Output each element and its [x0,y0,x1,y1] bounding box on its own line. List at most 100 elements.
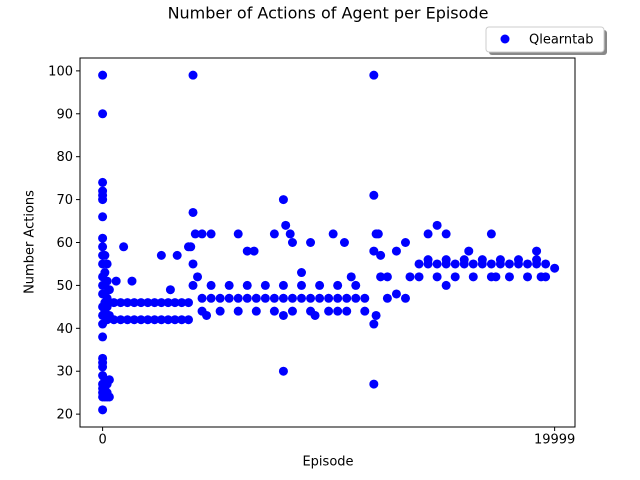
point [104,392,114,402]
point [513,255,523,265]
point [297,293,307,303]
point [351,280,361,290]
point [468,259,478,269]
point [143,315,153,325]
point [468,272,478,282]
point [183,298,193,308]
point [450,259,460,269]
point [111,276,121,286]
point [541,259,551,269]
point [269,229,279,239]
point [333,280,343,290]
y-tick-label: 80 [56,150,73,165]
point [98,242,108,252]
y-tick-label: 40 [56,322,73,337]
point [400,293,410,303]
point [172,250,182,260]
legend: Qlearntab [485,26,607,55]
point [297,280,307,290]
y-tick-label: 50 [56,279,73,294]
point [100,250,110,260]
point [109,298,119,308]
y-tick-label: 90 [56,107,73,122]
point [202,310,212,320]
point [369,246,379,256]
point [127,276,137,286]
point [532,246,542,256]
point [188,207,198,217]
point [98,362,108,372]
point [156,250,166,260]
point [129,298,139,308]
point [360,293,370,303]
point [224,293,234,303]
point [170,315,180,325]
point [459,255,469,265]
point [193,272,203,282]
point [287,293,297,303]
point [432,259,442,269]
y-tick-label: 100 [48,64,73,79]
point [310,310,320,320]
point [441,280,451,290]
point [100,268,110,278]
point [98,177,108,187]
point [278,280,288,290]
point [188,280,198,290]
point [306,238,316,247]
point [233,293,243,303]
point [281,220,291,230]
point [504,272,514,282]
point [333,306,343,316]
point [324,306,334,316]
plot-area [98,70,560,415]
point [251,293,261,303]
point [477,255,487,265]
point [143,298,153,308]
point [206,293,216,303]
point [206,229,216,239]
point [197,293,207,303]
point [351,293,361,303]
point [414,272,424,282]
point [400,238,410,247]
point [369,70,379,80]
point [233,229,243,239]
point [170,298,180,308]
point [523,259,533,269]
point [315,280,325,290]
legend-marker [500,34,510,44]
point [342,293,352,303]
point [287,306,297,316]
point [382,272,392,282]
point [391,246,401,256]
point [190,229,200,239]
point [260,280,270,290]
point [269,306,279,316]
point [278,195,288,205]
point [333,293,343,303]
point [376,272,386,282]
point [342,306,352,316]
point [464,246,474,256]
point [116,298,126,308]
point [156,298,166,308]
point [104,285,114,295]
point [163,298,173,308]
y-tick-label: 60 [56,236,73,251]
point [414,259,424,269]
point [150,298,160,308]
y-tick-label: 20 [56,408,73,423]
point [233,306,243,316]
point [116,315,126,325]
point [369,190,379,200]
point [369,379,379,389]
point [215,306,225,316]
point [360,306,370,316]
point [102,259,112,269]
point [278,293,288,303]
point [242,246,252,256]
point [423,229,433,239]
point [441,255,451,265]
